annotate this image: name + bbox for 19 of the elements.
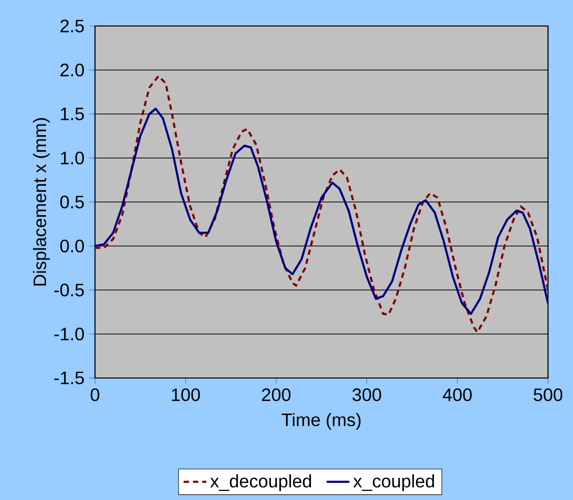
y-tick-label: 1.5: [60, 108, 84, 120]
x-tick-label: 200: [262, 388, 291, 402]
y-tick-label: 0.5: [60, 196, 84, 208]
y-tick-label: -1.0: [54, 328, 84, 340]
legend-label: x_decoupled: [210, 474, 312, 492]
x-axis-title: Time (ms): [282, 412, 361, 430]
x-tick-label: 100: [172, 388, 200, 402]
legend-label: x_coupled: [353, 474, 434, 492]
x-tick-label: 500: [534, 388, 562, 402]
y-tick-label: 2.0: [60, 64, 84, 76]
x-tick-label: 300: [352, 388, 382, 402]
y-tick-label: 2.5: [60, 20, 84, 32]
y-tick-label: -0.5: [54, 284, 84, 296]
y-axis-title: Displacement x (mm): [32, 118, 50, 286]
y-tick-label: -1.5: [54, 372, 84, 384]
x-tick-label: 0: [90, 388, 100, 402]
x-tick-label: 400: [442, 388, 472, 402]
y-tick-label: 1.0: [60, 152, 84, 164]
y-tick-label: 0.0: [60, 240, 84, 252]
